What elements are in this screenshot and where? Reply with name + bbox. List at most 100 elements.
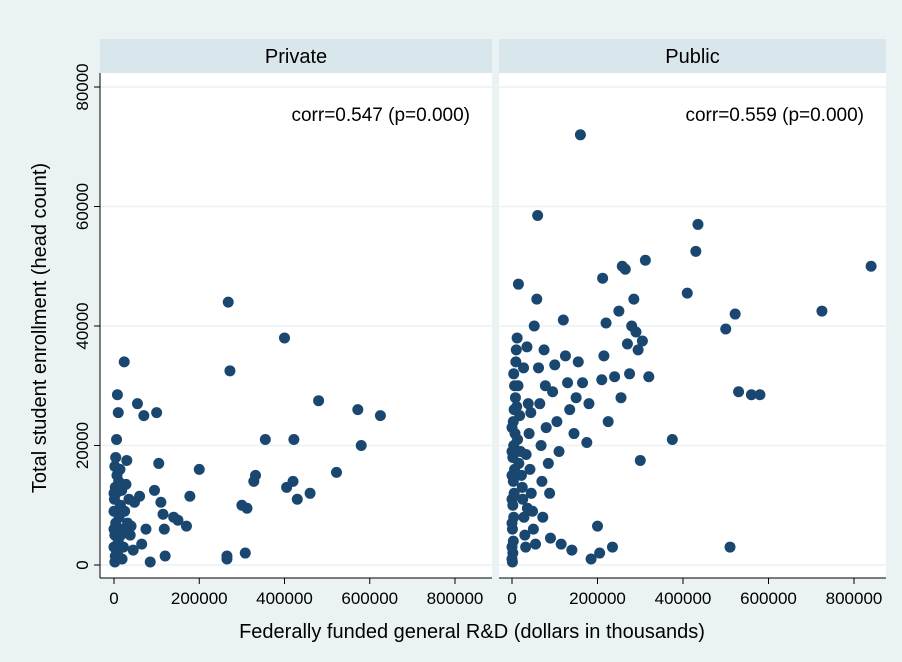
panel-title: Private [265, 46, 327, 68]
data-point [535, 440, 547, 451]
data-point [525, 487, 537, 499]
data-point [131, 398, 143, 410]
x-tick-label: 400000 [256, 589, 313, 608]
data-point [511, 401, 523, 413]
data-point [624, 368, 636, 380]
data-point [108, 487, 120, 499]
data-point [681, 287, 693, 299]
data-point [549, 359, 561, 371]
data-point [506, 541, 518, 553]
data-point [510, 344, 522, 356]
data-point [331, 466, 343, 478]
data-point [521, 502, 533, 514]
x-tick-label: 0 [109, 589, 118, 608]
data-point [528, 320, 540, 332]
data-point [512, 434, 524, 446]
data-point [193, 463, 205, 475]
y-tick-label: 60000 [73, 183, 92, 230]
data-point [522, 398, 534, 410]
data-point [519, 529, 531, 541]
data-point [544, 487, 556, 499]
data-point [544, 532, 556, 544]
data-point [172, 514, 184, 526]
x-tick-label: 800000 [826, 589, 883, 608]
data-point [516, 481, 528, 493]
data-point [568, 428, 580, 440]
data-point [583, 398, 595, 410]
data-point [634, 454, 646, 466]
data-point [111, 389, 123, 401]
data-point [632, 344, 644, 356]
data-point [153, 457, 165, 469]
data-point [816, 305, 828, 317]
data-point [506, 469, 518, 481]
data-point [279, 332, 290, 344]
data-point [570, 392, 582, 404]
data-point [128, 496, 140, 508]
data-point [287, 475, 299, 487]
data-point [630, 326, 642, 338]
data-point [509, 392, 521, 404]
data-point [729, 308, 741, 320]
data-point [116, 553, 128, 565]
x-tick-label: 600000 [341, 589, 398, 608]
data-point [517, 493, 529, 505]
x-tick-label: 800000 [427, 589, 484, 608]
data-point [241, 502, 253, 514]
data-point [733, 386, 745, 398]
data-point [124, 529, 136, 541]
data-point [585, 553, 597, 565]
y-tick-label: 80000 [73, 63, 92, 110]
data-point [600, 317, 612, 329]
x-tick-label: 200000 [569, 589, 626, 608]
data-point [539, 380, 551, 392]
corr-annotation: corr=0.559 (p=0.000) [685, 105, 864, 126]
data-point [159, 550, 171, 562]
data-point [534, 398, 546, 410]
data-point [108, 541, 120, 553]
x-tick-label: 200000 [171, 589, 228, 608]
x-tick-label: 400000 [655, 589, 712, 608]
data-point [636, 335, 648, 347]
data-point [602, 416, 614, 428]
y-tick-label: 0 [73, 560, 92, 569]
data-point [559, 350, 571, 362]
data-point [754, 389, 766, 401]
data-point [222, 296, 234, 308]
data-point [506, 517, 518, 529]
data-point [506, 493, 518, 505]
data-point [525, 407, 537, 419]
data-point [598, 350, 610, 362]
data-point [615, 392, 627, 404]
data-point [288, 434, 300, 446]
data-point [527, 523, 539, 535]
data-point [221, 550, 233, 562]
y-tick-label: 20000 [73, 422, 92, 469]
data-point [566, 544, 578, 556]
data-point [536, 475, 548, 487]
data-point [542, 457, 554, 469]
data-point [628, 293, 640, 305]
data-point [531, 293, 543, 305]
data-point [157, 508, 169, 520]
data-point [865, 260, 877, 272]
data-point [120, 478, 132, 490]
data-point [597, 272, 609, 284]
data-point [515, 469, 527, 481]
data-point [551, 416, 563, 428]
data-point [119, 505, 131, 517]
data-point [118, 356, 130, 368]
data-point [110, 451, 122, 463]
y-axis-label: Total student enrollment (head count) [29, 163, 51, 493]
data-point [291, 493, 303, 505]
data-point [520, 541, 532, 553]
panel-strip [499, 39, 886, 73]
panel-title: Public [665, 46, 719, 68]
x-tick-label: 600000 [740, 589, 797, 608]
panel-1: Public 0 200000 400000 600000 800000 corr=0.55… [499, 39, 886, 608]
x-axis-label: Federally funded general R&D (dollars in… [239, 621, 705, 643]
data-point [158, 523, 170, 535]
